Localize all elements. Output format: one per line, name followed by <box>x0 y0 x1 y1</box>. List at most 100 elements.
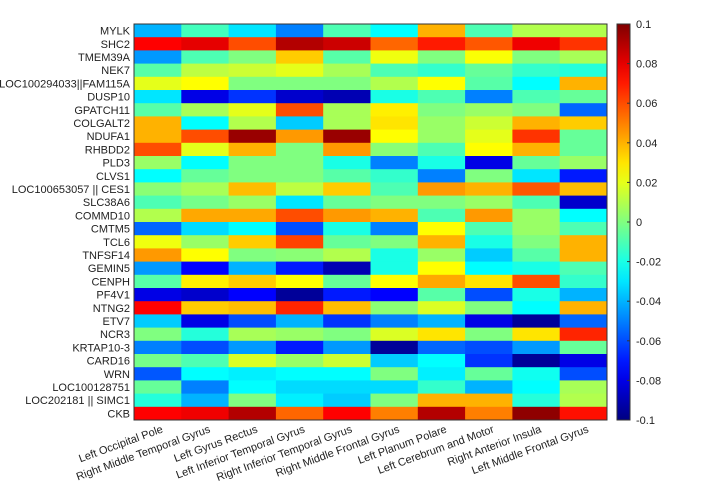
heatmap-cell <box>512 195 561 210</box>
heatmap-cell <box>512 182 561 197</box>
heatmap-cell <box>465 393 513 408</box>
heatmap-cell <box>512 50 561 65</box>
heatmap-cell <box>228 235 277 249</box>
heatmap-cell <box>417 63 466 78</box>
heatmap-cell <box>134 116 182 131</box>
heatmap-cell <box>417 248 466 263</box>
heatmap-cell <box>134 156 182 170</box>
heatmap-cell <box>181 195 230 210</box>
heatmap-cell <box>275 37 324 51</box>
heatmap-cell <box>512 314 561 329</box>
heatmap-cell <box>512 116 561 131</box>
heatmap-cell <box>417 367 466 381</box>
heatmap-cell <box>275 142 324 157</box>
row-label: CLVS1 <box>96 171 130 183</box>
heatmap-cell <box>512 274 561 289</box>
heatmap-cell <box>370 222 419 236</box>
heatmap-cell <box>417 142 466 157</box>
heatmap-cell <box>465 156 513 170</box>
heatmap-cell <box>417 380 466 395</box>
heatmap-cell <box>181 76 230 91</box>
heatmap-cell <box>417 354 466 368</box>
heatmap-cell <box>181 24 230 38</box>
heatmap-cell <box>512 156 561 170</box>
heatmap-cell <box>465 37 513 51</box>
heatmap-cell <box>417 235 466 249</box>
heatmap-cell <box>512 288 561 302</box>
heatmap-cell <box>181 380 230 395</box>
colorbar-tick-label: 0.02 <box>636 177 657 189</box>
heatmap-cell <box>228 274 277 289</box>
heatmap-cell <box>370 103 419 117</box>
heatmap-cell <box>181 50 230 65</box>
heatmap-cell <box>181 367 230 381</box>
heatmap-cell <box>559 222 608 236</box>
heatmap-cell <box>370 169 419 183</box>
heatmap-cell <box>275 301 324 315</box>
heatmap-cell <box>370 90 419 104</box>
heatmap-cell <box>181 63 230 78</box>
heatmap-cell <box>323 195 371 210</box>
heatmap-cell <box>417 301 466 315</box>
heatmap-cell <box>559 129 608 144</box>
colorbar-tick-label: -0.02 <box>636 257 661 269</box>
heatmap-cell <box>275 129 324 144</box>
heatmap-cell <box>512 24 561 38</box>
colorbar-tick-label: -0.1 <box>636 415 655 427</box>
heatmap-cell <box>417 288 466 302</box>
row-label: PLD3 <box>102 158 130 170</box>
colorbar-tick-label: -0.04 <box>636 296 661 308</box>
heatmap-cell <box>134 235 182 249</box>
heatmap-cell <box>512 393 561 408</box>
row-label: PF4V1 <box>96 290 130 302</box>
row-label: SHC2 <box>101 39 130 51</box>
heatmap-cell <box>323 222 371 236</box>
heatmap-cell <box>465 182 513 197</box>
heatmap-cell <box>465 248 513 263</box>
heatmap-cell <box>370 156 419 170</box>
heatmap-cell <box>134 248 182 263</box>
heatmap-cell <box>275 354 324 368</box>
heatmap-cell <box>370 24 419 38</box>
heatmap-cell <box>134 406 182 421</box>
heatmap-cell <box>370 340 419 355</box>
heatmap-cell <box>228 182 277 197</box>
heatmap-cell <box>417 274 466 289</box>
heatmap-cell <box>275 248 324 263</box>
heatmap-cell <box>559 354 608 368</box>
heatmap-cell <box>370 76 419 91</box>
heatmap-cell <box>370 235 419 249</box>
heatmap-cell <box>370 354 419 368</box>
row-label: DUSP10 <box>87 92 130 104</box>
heatmap-cell <box>275 380 324 395</box>
heatmap-cell <box>417 37 466 51</box>
heatmap-cell <box>181 288 230 302</box>
heatmap-cell <box>181 274 230 289</box>
heatmap-cell <box>228 380 277 395</box>
heatmap-cell <box>370 380 419 395</box>
heatmap-cell <box>559 116 608 131</box>
heatmap-cell <box>417 261 466 276</box>
heatmap-cell <box>465 327 513 342</box>
heatmap-cell <box>228 301 277 315</box>
row-label: COLGALT2 <box>73 118 130 130</box>
heatmap-cell <box>559 248 608 263</box>
heatmap-cell <box>559 393 608 408</box>
heatmap-cell <box>465 50 513 65</box>
heatmap-cell <box>181 327 230 342</box>
heatmap-cell <box>465 222 513 236</box>
heatmap-cell <box>181 406 230 421</box>
heatmap-cell <box>370 393 419 408</box>
heatmap-cell <box>512 169 561 183</box>
heatmap-cell <box>228 116 277 131</box>
heatmap-cell <box>134 380 182 395</box>
heatmap-cell <box>228 288 277 302</box>
heatmap-cell <box>323 103 371 117</box>
heatmap-cell <box>559 37 608 51</box>
colorbar-tick-label: -0.08 <box>636 375 661 387</box>
heatmap-cell <box>181 129 230 144</box>
row-label: COMMD10 <box>75 210 130 222</box>
row-label: ETV7 <box>102 316 130 328</box>
heatmap-cell <box>512 208 561 223</box>
heatmap-cell <box>559 182 608 197</box>
